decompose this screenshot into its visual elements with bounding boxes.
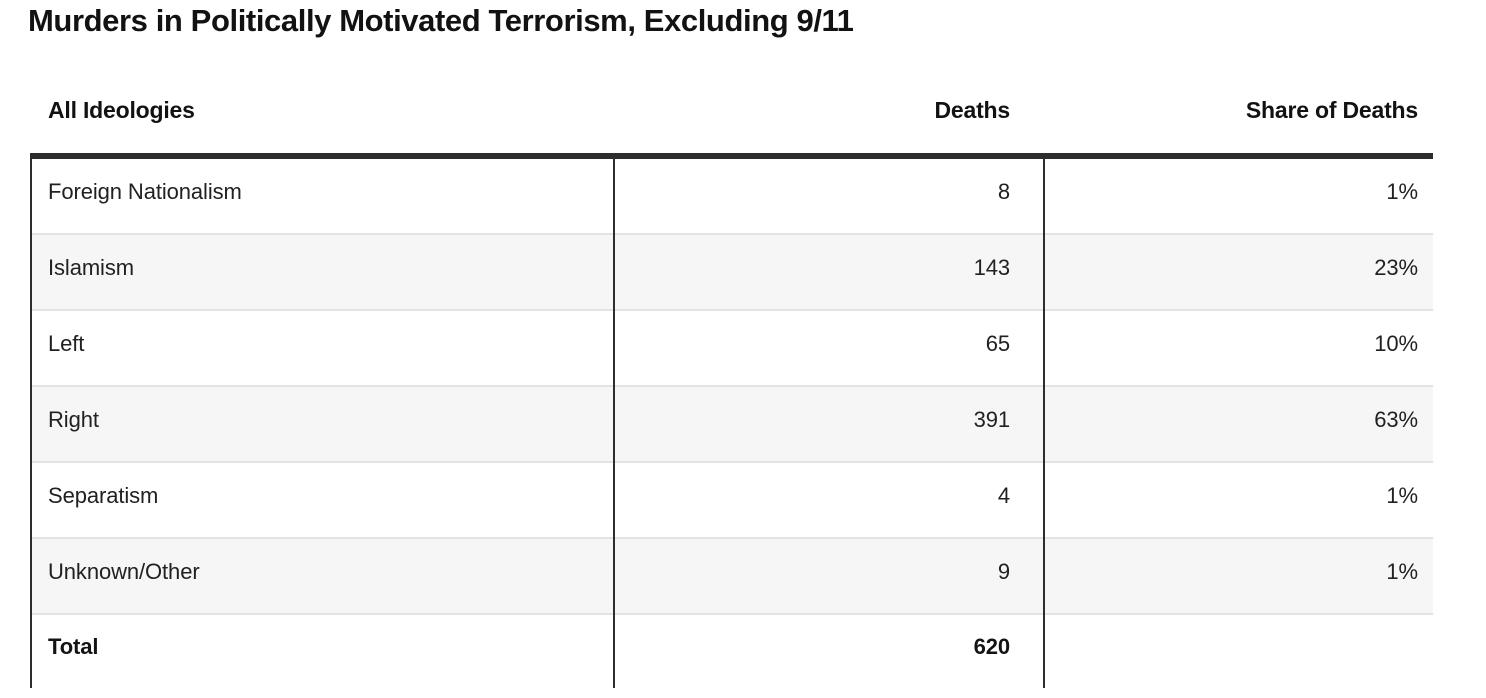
- total-share-cell: [1043, 615, 1433, 688]
- column-header-deaths: Deaths: [934, 96, 1011, 123]
- page-title: Murders in Politically Motivated Terrori…: [28, 3, 854, 38]
- share-cell: 23%: [1374, 254, 1418, 280]
- ideology-cell: Unknown/Other: [48, 558, 200, 584]
- table-row: Foreign Nationalism 8 1%: [30, 159, 1433, 235]
- ideology-cell: Islamism: [48, 254, 134, 280]
- deaths-cell: 143: [973, 254, 1011, 280]
- table-row: Left 65 10%: [30, 311, 1433, 387]
- share-cell: 10%: [1374, 330, 1418, 356]
- column-rule-1: [613, 153, 615, 688]
- table-top-border: [30, 153, 1433, 159]
- share-cell: 1%: [1386, 482, 1418, 508]
- deaths-cell: 391: [973, 406, 1011, 432]
- column-header-share-of-deaths: Share of Deaths: [1245, 96, 1418, 123]
- table-row: Unknown/Other 9 1%: [30, 539, 1433, 615]
- column-rule-2: [1043, 153, 1045, 688]
- table-total-row: Total 620: [30, 615, 1433, 688]
- share-cell: 63%: [1374, 406, 1418, 432]
- table-header-row: All Ideologies Deaths Share of Deaths: [30, 92, 1433, 128]
- deaths-cell: 9: [997, 558, 1010, 584]
- ideology-cell: Left: [48, 330, 85, 356]
- total-deaths-cell: 620: [973, 634, 1011, 659]
- table-row: Right 391 63%: [30, 387, 1433, 463]
- table-row: Islamism 143 23%: [30, 235, 1433, 311]
- share-cell: 1%: [1386, 178, 1418, 204]
- deaths-cell: 65: [985, 330, 1010, 356]
- deaths-cell: 8: [997, 178, 1010, 204]
- total-label-cell: Total: [48, 634, 99, 659]
- table-body: Foreign Nationalism 8 1% Islamism 143 23…: [30, 159, 1433, 688]
- column-header-ideologies: All Ideologies: [48, 96, 195, 123]
- share-cell: 1%: [1386, 558, 1418, 584]
- ideology-cell: Foreign Nationalism: [48, 178, 242, 204]
- data-table: Foreign Nationalism 8 1% Islamism 143 23…: [30, 153, 1433, 688]
- ideology-cell: Right: [48, 406, 99, 432]
- deaths-cell: 4: [997, 482, 1010, 508]
- table-row: Separatism 4 1%: [30, 463, 1433, 539]
- ideology-cell: Separatism: [48, 482, 159, 508]
- table-left-border: [30, 153, 32, 688]
